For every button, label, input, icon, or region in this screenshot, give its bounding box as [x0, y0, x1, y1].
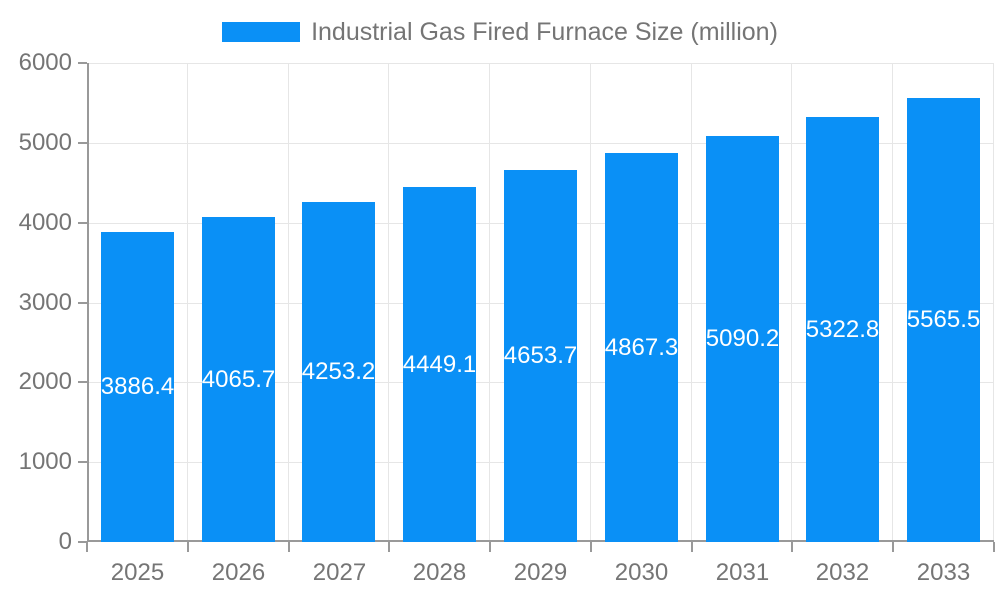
- v-gridline-7: [791, 63, 792, 542]
- v-gridline-5: [590, 63, 591, 542]
- bar-value-label: 4867.3: [604, 333, 679, 361]
- y-axis-label-2000: 2000: [18, 368, 72, 395]
- v-gridline-3: [388, 63, 389, 542]
- bar-2025[interactable]: 3886.4: [101, 232, 174, 542]
- x-axis-label-2026: 2026: [211, 559, 266, 586]
- x-axis-label-2027: 2027: [312, 559, 367, 586]
- legend-swatch: [222, 22, 301, 42]
- x-tick-mark: [590, 542, 592, 552]
- x-tick-mark: [993, 542, 995, 552]
- bar-value-label: 5565.5: [906, 306, 981, 333]
- bar-value-label: 5322.8: [805, 315, 880, 343]
- bar-2032[interactable]: 5322.8: [806, 117, 879, 542]
- bar-2028[interactable]: 4449.1: [403, 187, 476, 542]
- y-axis-label-3000: 3000: [18, 289, 72, 316]
- bar-2033[interactable]: 5565.5: [907, 98, 980, 542]
- bar-value-label: 4653.7: [503, 342, 578, 369]
- y-axis-label-0: 0: [58, 528, 72, 555]
- bar-2030[interactable]: 4867.3: [605, 153, 678, 542]
- v-gridline-6: [691, 63, 692, 542]
- x-axis-label-2025: 2025: [110, 559, 165, 586]
- bar-2026[interactable]: 4065.7: [202, 217, 275, 542]
- x-tick-mark: [892, 542, 894, 552]
- h-gridline-6000: [87, 63, 994, 64]
- bar-value-label: 4065.7: [201, 365, 276, 393]
- h-gridline-5000: [87, 143, 994, 144]
- x-tick-mark: [388, 542, 390, 552]
- x-tick-mark: [791, 542, 793, 552]
- y-tick-mark: [78, 222, 87, 224]
- y-axis-label-4000: 4000: [18, 209, 72, 236]
- x-axis-label-2031: 2031: [715, 559, 770, 586]
- y-tick-mark: [78, 461, 87, 463]
- x-axis-label-2029: 2029: [513, 559, 568, 586]
- bar-value-label: 5090.2: [705, 325, 780, 352]
- legend-label: Industrial Gas Fired Furnace Size (milli…: [311, 18, 778, 46]
- legend[interactable]: Industrial Gas Fired Furnace Size (milli…: [0, 18, 1000, 46]
- y-tick-mark: [78, 302, 87, 304]
- v-gridline-4: [489, 63, 490, 542]
- x-tick-mark: [489, 542, 491, 552]
- bar-value-label: 3886.4: [100, 373, 175, 400]
- v-gridline-2: [288, 63, 289, 542]
- y-tick-mark: [78, 62, 87, 64]
- bar-2029[interactable]: 4653.7: [504, 170, 577, 542]
- x-tick-mark: [86, 542, 88, 552]
- y-tick-mark: [78, 541, 87, 543]
- v-gridline-8: [892, 63, 893, 542]
- x-axis-label-2028: 2028: [412, 559, 467, 586]
- x-tick-mark: [691, 542, 693, 552]
- bar-value-label: 4253.2: [301, 358, 376, 385]
- bar-2031[interactable]: 5090.2: [706, 136, 779, 542]
- x-axis-label-2033: 2033: [916, 559, 971, 586]
- x-tick-mark: [288, 542, 290, 552]
- x-axis-label-2032: 2032: [815, 559, 870, 586]
- y-axis-label-6000: 6000: [18, 49, 72, 76]
- y-tick-mark: [78, 381, 87, 383]
- y-axis-label-1000: 1000: [18, 448, 72, 475]
- x-axis-label-2030: 2030: [614, 559, 669, 586]
- x-tick-mark: [187, 542, 189, 552]
- y-axis-line: [87, 63, 89, 542]
- v-gridline-1: [187, 63, 188, 542]
- bar-value-label: 4449.1: [402, 350, 477, 378]
- v-gridline-9: [993, 63, 994, 542]
- y-axis-label-5000: 5000: [18, 129, 72, 156]
- y-tick-mark: [78, 142, 87, 144]
- bar-2027[interactable]: 4253.2: [302, 202, 375, 542]
